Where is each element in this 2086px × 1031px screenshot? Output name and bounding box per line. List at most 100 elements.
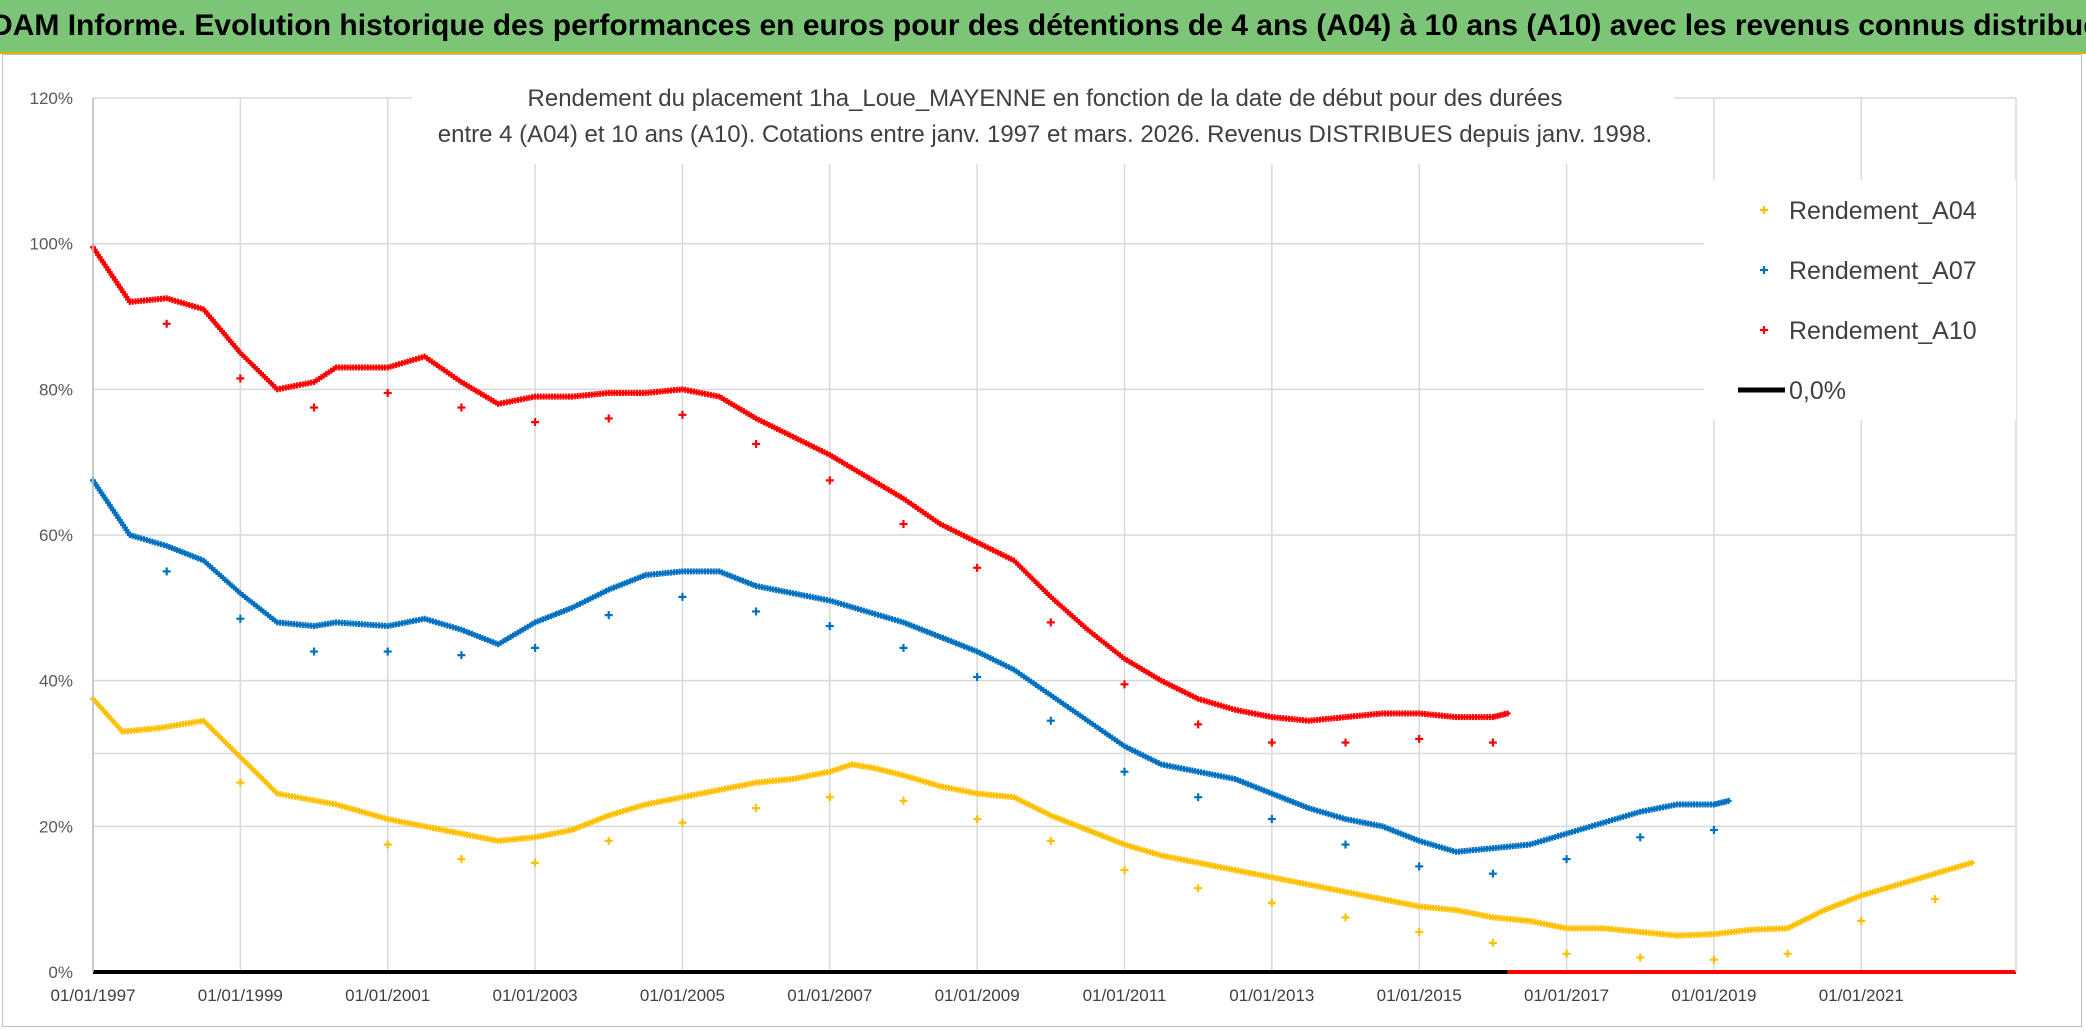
data-point-outlier [531, 858, 540, 867]
y-tick-label: 100% [30, 235, 73, 254]
data-point-outlier [752, 439, 761, 448]
y-tick-label: 120% [30, 89, 73, 108]
series-Rendement_A07 [90, 477, 1732, 878]
data-point-outlier [1046, 716, 1055, 725]
x-tick-label: 01/01/2009 [935, 986, 1020, 1005]
data-point-outlier [1636, 833, 1645, 842]
data-point-outlier [1341, 913, 1350, 922]
data-point-outlier [383, 388, 392, 397]
data-point [1725, 797, 1732, 804]
data-point-outlier [1267, 815, 1276, 824]
data-point-outlier [383, 647, 392, 656]
data-point-outlier [899, 520, 908, 529]
legend-background [1704, 180, 2016, 420]
data-point-outlier [678, 592, 687, 601]
data-point-outlier [604, 836, 613, 845]
y-tick-label: 0% [48, 963, 73, 982]
legend-label: 0,0% [1789, 377, 1846, 405]
data-point-outlier [1341, 738, 1350, 747]
data-point [1504, 710, 1511, 717]
data-point-outlier [1636, 953, 1645, 962]
x-tick-label: 01/01/1997 [50, 986, 135, 1005]
data-point-outlier [1857, 917, 1866, 926]
legend-marker [1760, 206, 1768, 214]
data-point-outlier [1046, 836, 1055, 845]
data-point-outlier [1709, 955, 1718, 964]
data-point-outlier [1194, 793, 1203, 802]
data-point [1968, 859, 1975, 866]
data-point-outlier [825, 793, 834, 802]
series-points [90, 244, 2016, 974]
data-point-outlier [1415, 862, 1424, 871]
legend-label: Rendement_A04 [1789, 197, 1977, 225]
data-point-outlier [1709, 825, 1718, 834]
x-tick-label: 01/01/2005 [640, 986, 725, 1005]
x-tick-label: 01/01/2017 [1524, 986, 1609, 1005]
data-point-outlier [1194, 720, 1203, 729]
data-point-outlier [457, 403, 466, 412]
data-point-outlier [236, 614, 245, 623]
data-point-outlier [1120, 680, 1129, 689]
data-point-outlier [1046, 618, 1055, 627]
data-point-outlier [383, 840, 392, 849]
series-Rendement_A10 [90, 244, 1511, 747]
data-point-outlier [973, 563, 982, 572]
x-tick-label: 01/01/1999 [198, 986, 283, 1005]
axes: 0% 20% 40% 60% 80% 100% 120% 01/01/1997 01/01/19… [30, 89, 2017, 1005]
x-tick-label: 01/01/2001 [345, 986, 430, 1005]
legend-label: Rendement_A10 [1789, 317, 1977, 345]
x-tick-label: 01/01/2013 [1229, 986, 1314, 1005]
legend-marker [1760, 266, 1768, 274]
legend: Rendement_A04 Rendement_A07 Rendement_A10 0… [1704, 180, 2016, 420]
chart-title-line: entre 4 (A04) et 10 ans (A10). Cotations… [438, 121, 1652, 148]
y-tick-label: 40% [39, 672, 73, 691]
data-point-outlier [162, 319, 171, 328]
data-point-outlier [1267, 738, 1276, 747]
title-background [412, 74, 1674, 164]
data-point-outlier [1194, 884, 1203, 893]
data-point-outlier [899, 796, 908, 805]
report-banner: ADAM Informe. Evolution historique des p… [0, 0, 2086, 54]
data-point-outlier [1341, 840, 1350, 849]
data-point-outlier [1488, 938, 1497, 947]
data-point-outlier [899, 643, 908, 652]
data-point-outlier [973, 673, 982, 682]
x-tick-label: 01/01/2019 [1671, 986, 1756, 1005]
data-point-outlier [604, 414, 613, 423]
data-point-outlier [1415, 734, 1424, 743]
data-point-outlier [752, 804, 761, 813]
data-point-outlier [678, 818, 687, 827]
data-point-outlier [825, 622, 834, 631]
data-point-outlier [531, 418, 540, 427]
data-point-outlier [604, 611, 613, 620]
data-point-outlier [1562, 949, 1571, 958]
legend-label: Rendement_A07 [1789, 257, 1977, 285]
data-point-outlier [457, 651, 466, 660]
x-tick-label: 01/01/2007 [787, 986, 872, 1005]
data-point-outlier [457, 855, 466, 864]
legend-marker [1760, 326, 1768, 334]
data-point-outlier [1930, 895, 1939, 904]
data-point-outlier [1120, 767, 1129, 776]
series-Rendement_A04 [90, 695, 1975, 964]
data-point-outlier [1488, 738, 1497, 747]
y-tick-label: 60% [39, 526, 73, 545]
data-point-outlier [310, 647, 319, 656]
y-tick-label: 80% [39, 380, 73, 399]
data-point-outlier [310, 403, 319, 412]
data-point-outlier [1488, 869, 1497, 878]
chart-title-line: Rendement du placement 1ha_Loue_MAYENNE … [528, 85, 1563, 112]
data-point-outlier [1783, 949, 1792, 958]
data-point-outlier [678, 410, 687, 419]
data-point-outlier [1120, 866, 1129, 875]
chart-title: Rendement du placement 1ha_Loue_MAYENNE … [412, 74, 1674, 164]
x-tick-label: 01/01/2003 [493, 986, 578, 1005]
data-point-outlier [162, 567, 171, 576]
data-point-outlier [1267, 898, 1276, 907]
data-point-outlier [825, 476, 834, 485]
data-point-outlier [752, 607, 761, 616]
x-tick-label: 01/01/2015 [1377, 986, 1462, 1005]
banner-title: ADAM Informe. Evolution historique des p… [0, 9, 2086, 42]
chart-frame [2, 54, 2082, 1027]
